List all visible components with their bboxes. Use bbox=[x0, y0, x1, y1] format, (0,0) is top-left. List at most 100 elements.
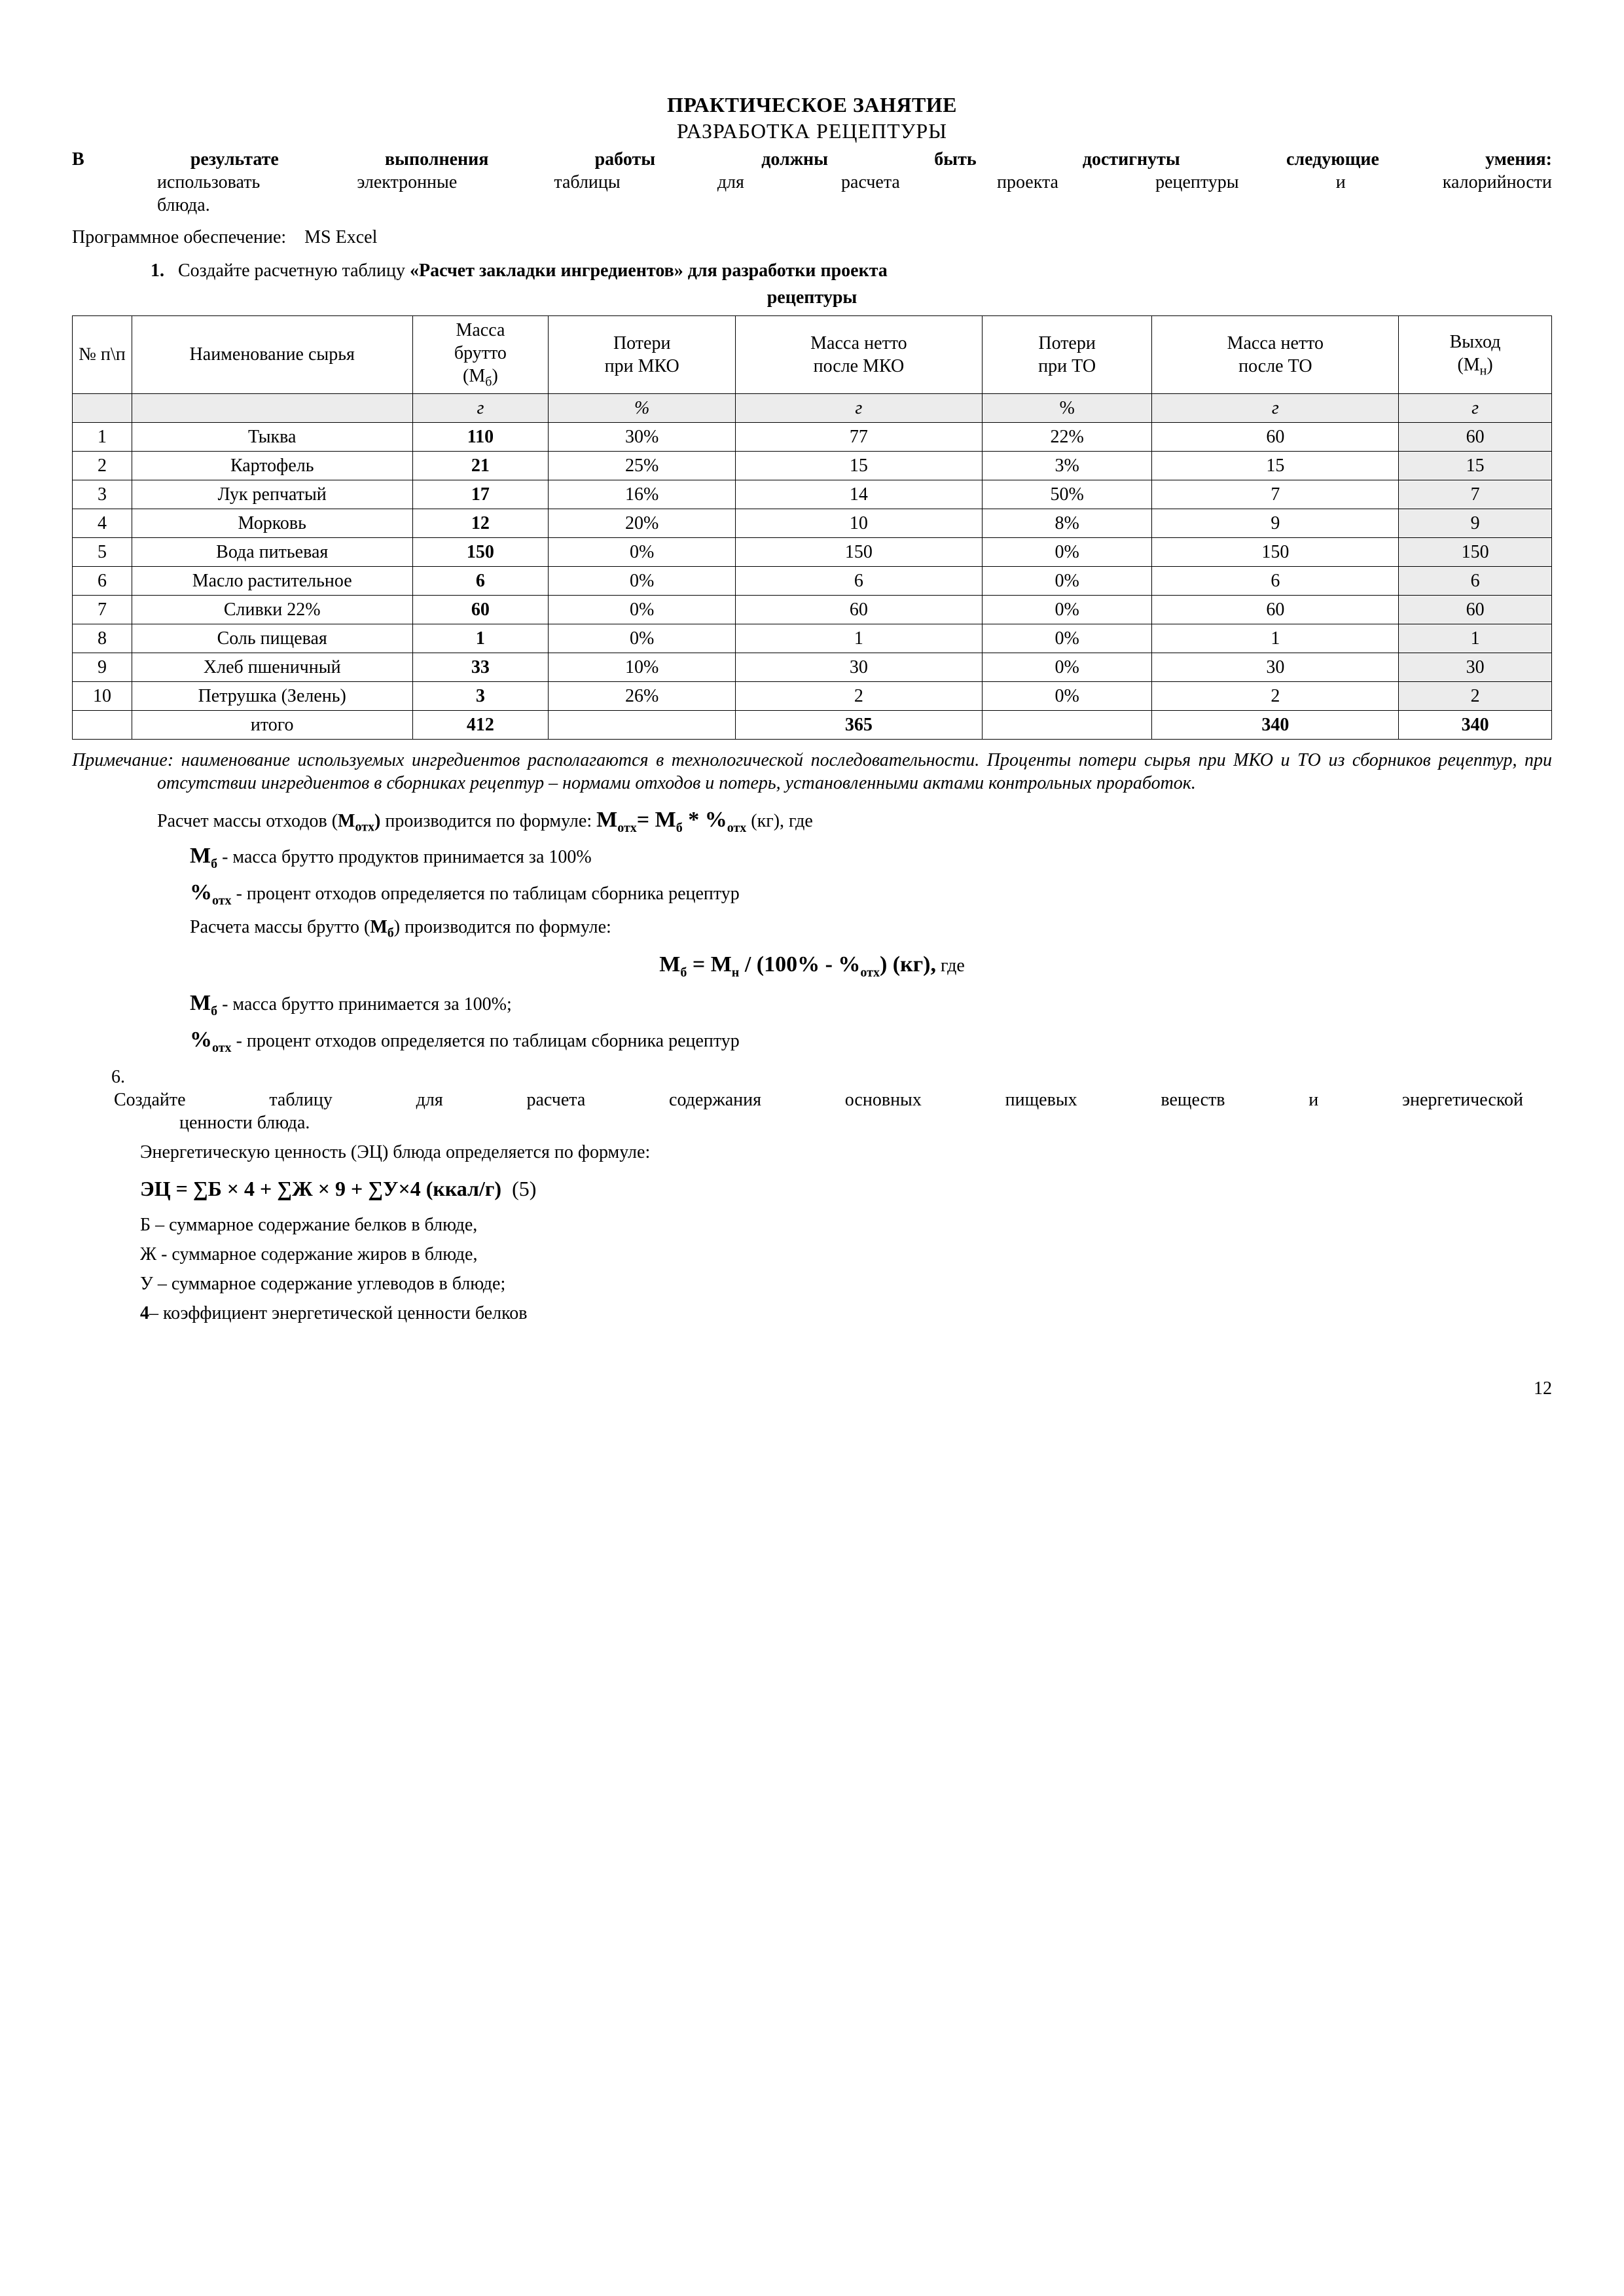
software-value: MS Excel bbox=[304, 227, 377, 247]
th-mb-b: брутто bbox=[454, 343, 507, 363]
ec-formula: ЭЦ = ∑Б × 4 + ∑Ж × 9 + ∑У×4 (ккал/г) (5) bbox=[140, 1175, 1552, 1202]
table-header-row: № п\п Наименование сырья Масса брутто (М… bbox=[73, 316, 1552, 394]
calc-p1a: Расчет массы отходов ( bbox=[157, 811, 338, 831]
u-nto: г bbox=[1152, 393, 1399, 422]
total-out: 340 bbox=[1399, 710, 1552, 739]
table-cell: Хлеб пшеничный bbox=[132, 653, 412, 681]
th-name: Наименование сырья bbox=[132, 316, 412, 394]
table-cell: 150 bbox=[412, 537, 549, 566]
def-b: Б – суммарное содержание белков в блюде, bbox=[140, 1213, 1552, 1236]
def-4: 4– коэффициент энергетической ценности б… bbox=[140, 1302, 1552, 1325]
table-cell: 0% bbox=[549, 595, 736, 624]
table-cell: 3 bbox=[412, 681, 549, 710]
table-cell: 60 bbox=[412, 595, 549, 624]
table-cell: Петрушка (Зелень) bbox=[132, 681, 412, 710]
table-cell: Вода питьевая bbox=[132, 537, 412, 566]
u-nmko-v: г bbox=[855, 398, 862, 418]
table-cell: 25% bbox=[549, 451, 736, 480]
calc-p3: %отх - процент отходов определяется по т… bbox=[190, 879, 1552, 909]
th-mko: Потери при МКО bbox=[549, 316, 736, 394]
th-out-a: Выход bbox=[1450, 332, 1501, 352]
table-cell: 77 bbox=[736, 422, 983, 451]
task-6-line3: Энергетическую ценность (ЭЦ) блюда опред… bbox=[140, 1141, 1552, 1164]
table-cell: Соль пищевая bbox=[132, 624, 412, 653]
table-cell: 110 bbox=[412, 422, 549, 451]
table-cell: 22% bbox=[982, 422, 1152, 451]
u-mb: г bbox=[412, 393, 549, 422]
lead-paragraph: В результатевыполненияработы должныбытьд… bbox=[72, 148, 1552, 217]
mb-symbol-2: Мб bbox=[190, 991, 217, 1015]
table-cell: Картофель bbox=[132, 451, 412, 480]
total-nmko: 365 bbox=[736, 710, 983, 739]
task-1-text-bold: «Расчет закладки ингредиентов» для разра… bbox=[410, 260, 888, 281]
calc-p1c: производится по формуле: bbox=[380, 811, 596, 831]
table-cell: 1 bbox=[73, 422, 132, 451]
formula-2-tail: где bbox=[936, 956, 965, 976]
title-line-1: ПРАКТИЧЕСКОЕ ЗАНЯТИЕ bbox=[72, 92, 1552, 118]
table-cell: 1 bbox=[412, 624, 549, 653]
lead-cont-2: блюда. bbox=[157, 194, 1552, 217]
table-cell: 4 bbox=[73, 509, 132, 537]
table-cell: 0% bbox=[982, 537, 1152, 566]
table-cell: 150 bbox=[736, 537, 983, 566]
table-cell: Тыква bbox=[132, 422, 412, 451]
task-6-num: 6. bbox=[111, 1066, 140, 1088]
table-cell: 1 bbox=[736, 624, 983, 653]
table-cell: 16% bbox=[549, 480, 736, 509]
table-cell: 30% bbox=[549, 422, 736, 451]
title-line-2: РАЗРАБОТКА РЕЦЕПТУРЫ bbox=[72, 118, 1552, 144]
total-mb: 412 bbox=[412, 710, 549, 739]
table-cell: 33 bbox=[412, 653, 549, 681]
table-cell: 2 bbox=[73, 451, 132, 480]
table-cell: 0% bbox=[549, 537, 736, 566]
calc-p6-text: - процент отходов определяется по таблиц… bbox=[236, 1031, 740, 1051]
th-mb-a: Масса bbox=[456, 320, 505, 340]
th-to-a: Потери bbox=[1038, 333, 1096, 353]
formula-2: Мб = Мн / (100% - %отх) (кг), где bbox=[72, 951, 1552, 981]
th-num: № п\п bbox=[73, 316, 132, 394]
u-mb-v: г bbox=[477, 398, 484, 418]
table-cell: 20% bbox=[549, 509, 736, 537]
table-cell: 0% bbox=[982, 653, 1152, 681]
table-cell: 0% bbox=[982, 566, 1152, 595]
table-row: 6Масло растительное60%60%66 bbox=[73, 566, 1552, 595]
u-nto-v: г bbox=[1272, 398, 1279, 418]
u-to: % bbox=[982, 393, 1152, 422]
th-nmko: Масса нетто после МКО bbox=[736, 316, 983, 394]
calc-p2: Мб - масса брутто продуктов принимается … bbox=[190, 842, 1552, 872]
table-cell: 8% bbox=[982, 509, 1152, 537]
table-cell: 60 bbox=[1399, 595, 1552, 624]
table-row: 8Соль пищевая10%10%11 bbox=[73, 624, 1552, 653]
note-label: Примечание: bbox=[72, 750, 181, 770]
table-row: 5Вода питьевая1500%1500%150150 bbox=[73, 537, 1552, 566]
ec-formula-num: (5) bbox=[512, 1177, 536, 1200]
calc-p1b: Мотх) bbox=[338, 811, 380, 831]
th-mko-b: при МКО bbox=[605, 356, 679, 376]
table-cell: 2 bbox=[1152, 681, 1399, 710]
mb-symbol: Мб bbox=[190, 844, 217, 868]
software-label: Программное обеспечение: bbox=[72, 227, 286, 247]
table-cell: 8 bbox=[73, 624, 132, 653]
th-to-b: при ТО bbox=[1038, 356, 1096, 376]
table-row: 7Сливки 22%600%600%6060 bbox=[73, 595, 1552, 624]
table-cell: 1 bbox=[1152, 624, 1399, 653]
table-cell: 60 bbox=[1152, 595, 1399, 624]
calc-p6: %отх - процент отходов определяется по т… bbox=[190, 1026, 1552, 1056]
table-cell: Масло растительное bbox=[132, 566, 412, 595]
note-text: наименование используемых ингредиентов р… bbox=[157, 750, 1552, 793]
th-out: Выход (Мн) bbox=[1399, 316, 1552, 394]
task-1-sub: рецептуры bbox=[72, 286, 1552, 309]
table-cell: 15 bbox=[1399, 451, 1552, 480]
formula-1: Мотх= Мб * %отх bbox=[596, 808, 746, 832]
table-cell: 3% bbox=[982, 451, 1152, 480]
table-cell: 7 bbox=[1152, 480, 1399, 509]
th-mb-c: (Мб) bbox=[463, 366, 498, 386]
table-cell: 150 bbox=[1399, 537, 1552, 566]
calc-p5: Мб - масса брутто принимается за 100%; bbox=[190, 990, 1552, 1020]
table-cell: 17 bbox=[412, 480, 549, 509]
pct-symbol: %отх bbox=[190, 880, 232, 905]
table-cell: 21 bbox=[412, 451, 549, 480]
calc-p4: Расчета массы брутто (Мб) производится п… bbox=[190, 916, 1552, 942]
table-cell: 6 bbox=[73, 566, 132, 595]
table-cell: 1 bbox=[1399, 624, 1552, 653]
